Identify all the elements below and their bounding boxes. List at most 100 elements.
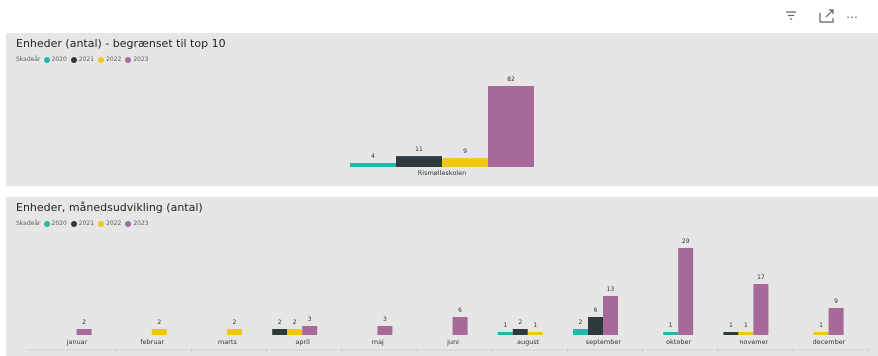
legend-swatch-2021: [70, 220, 77, 227]
legend-item-2021[interactable]: 2021: [70, 220, 95, 227]
data-label: 17: [757, 274, 765, 281]
data-label: 2: [157, 319, 161, 326]
data-label: 2: [518, 319, 522, 326]
data-label: 2: [82, 319, 86, 326]
bar-2023-juni[interactable]: [452, 317, 468, 335]
legend-item-2020[interactable]: 2020: [43, 220, 67, 227]
x-tick-label: april: [295, 338, 310, 346]
data-label: 1: [729, 322, 733, 329]
filter-icon[interactable]: [784, 8, 798, 26]
legend-swatch-2022: [98, 56, 105, 63]
chart-title: Enheder, månedsudvikling (antal): [16, 201, 203, 214]
x-tick-label: december: [813, 338, 846, 346]
data-label: 6: [458, 307, 462, 314]
legend-label-2021: 2021: [78, 220, 95, 227]
x-tick-label: Rismølleskolen: [418, 169, 466, 177]
more-options-icon[interactable]: ⋯: [846, 10, 859, 24]
monthly-units-visual: Enheder, månedsudvikling (antal) Skadeår…: [6, 197, 878, 356]
bar-2022-Rismølleskolen[interactable]: [442, 158, 488, 167]
data-label: 11: [415, 146, 423, 153]
bar-2023-april[interactable]: [302, 326, 318, 335]
legend-label-2021: 2021: [78, 56, 95, 63]
bar-2021-april[interactable]: [272, 329, 288, 335]
bar-2023-Rismølleskolen[interactable]: [488, 86, 534, 167]
chart-title: Enheder (antal) - begrænset til top 10: [16, 37, 226, 50]
x-tick-label: juni: [446, 338, 459, 346]
x-tick-label: februar: [140, 338, 164, 346]
data-label: 13: [607, 286, 615, 293]
x-tick-label: marts: [218, 338, 238, 346]
bar-2021-september[interactable]: [588, 317, 603, 335]
data-label: 2: [233, 319, 237, 326]
bar-2023-oktober[interactable]: [678, 248, 694, 335]
data-label: 82: [507, 76, 515, 83]
top10-bar-chart: 4 11 9 82 Rismølleskolen: [350, 76, 534, 177]
legend-item-2022[interactable]: 2022: [98, 220, 121, 227]
data-label: 2: [278, 319, 282, 326]
bar-2022-februar[interactable]: [151, 329, 167, 335]
legend-item-2023[interactable]: 2023: [125, 56, 149, 63]
bar-2021-Rismølleskolen[interactable]: [396, 156, 442, 167]
legend-label-2023: 2023: [133, 56, 149, 63]
legend-label-2020: 2020: [51, 220, 67, 227]
data-label: 1: [819, 322, 823, 329]
data-label: 9: [834, 298, 838, 305]
bar-2022-april[interactable]: [287, 329, 303, 335]
chart-legend: Skadeår 2020 2021 2022 2023: [16, 220, 153, 227]
monthly-bar-chart: 2 januar 2 februar 2 marts 2 2 3 april 3 maj 6 juni 1 2…: [26, 238, 869, 352]
legend-label-2020: 2020: [51, 56, 67, 63]
bar-2023-september[interactable]: [603, 296, 618, 335]
bar-2022-marts[interactable]: [227, 329, 242, 335]
legend-label-2023: 2023: [133, 220, 149, 227]
bar-2021-novemer[interactable]: [723, 332, 739, 335]
x-tick-label: januar: [66, 338, 88, 346]
bar-2021-august[interactable]: [512, 329, 528, 335]
data-label: 29: [682, 238, 690, 245]
legend-swatch-2021: [70, 56, 77, 63]
data-label: 9: [463, 148, 467, 155]
legend-item-2022[interactable]: 2022: [98, 56, 121, 63]
data-label: 2: [293, 319, 297, 326]
data-label: 1: [503, 322, 507, 329]
focus-mode-icon[interactable]: [818, 8, 836, 26]
legend-title: Skadeår: [16, 56, 41, 63]
legend-swatch-2020: [43, 220, 50, 227]
legend-title: Skadeår: [16, 220, 41, 227]
bar-2020-august[interactable]: [497, 332, 513, 335]
chart-legend: Skadeår 2020 2021 2022 2023: [16, 56, 153, 63]
bar-2020-oktober[interactable]: [663, 332, 679, 335]
data-label: 1: [744, 322, 748, 329]
legend-item-2023[interactable]: 2023: [125, 220, 149, 227]
bar-2023-januar[interactable]: [76, 329, 92, 335]
data-label: 1: [669, 322, 673, 329]
legend-swatch-2023: [125, 56, 132, 63]
data-label: 2: [579, 319, 583, 326]
visual-header-toolbar: ⋯: [0, 0, 878, 34]
bar-2020-Rismølleskolen[interactable]: [350, 163, 396, 167]
data-label: 3: [383, 316, 387, 323]
legend-swatch-2020: [43, 56, 50, 63]
legend-item-2020[interactable]: 2020: [43, 56, 67, 63]
bar-2022-novemer[interactable]: [738, 332, 754, 335]
bar-2022-december[interactable]: [813, 332, 829, 335]
bar-2020-september[interactable]: [573, 329, 588, 335]
data-label: 3: [308, 316, 312, 323]
bar-2022-august[interactable]: [527, 332, 543, 335]
bar-2023-december[interactable]: [828, 308, 844, 335]
legend-swatch-2022: [98, 220, 105, 227]
x-tick-label: maj: [372, 338, 384, 346]
bar-2023-novemer[interactable]: [753, 284, 769, 335]
x-tick-label: august: [517, 338, 540, 346]
data-label: 1: [533, 322, 537, 329]
data-label: 6: [594, 307, 598, 314]
legend-label-2022: 2022: [106, 56, 122, 63]
legend-label-2022: 2022: [106, 220, 122, 227]
x-tick-label: novemer: [739, 338, 768, 346]
top10-units-visual: Enheder (antal) - begrænset til top 10 S…: [6, 33, 878, 186]
bar-2023-maj[interactable]: [377, 326, 393, 335]
x-tick-label: september: [586, 338, 622, 346]
x-tick-label: oktober: [666, 338, 691, 346]
legend-item-2021[interactable]: 2021: [70, 56, 95, 63]
legend-swatch-2023: [125, 220, 132, 227]
data-label: 4: [371, 153, 375, 160]
